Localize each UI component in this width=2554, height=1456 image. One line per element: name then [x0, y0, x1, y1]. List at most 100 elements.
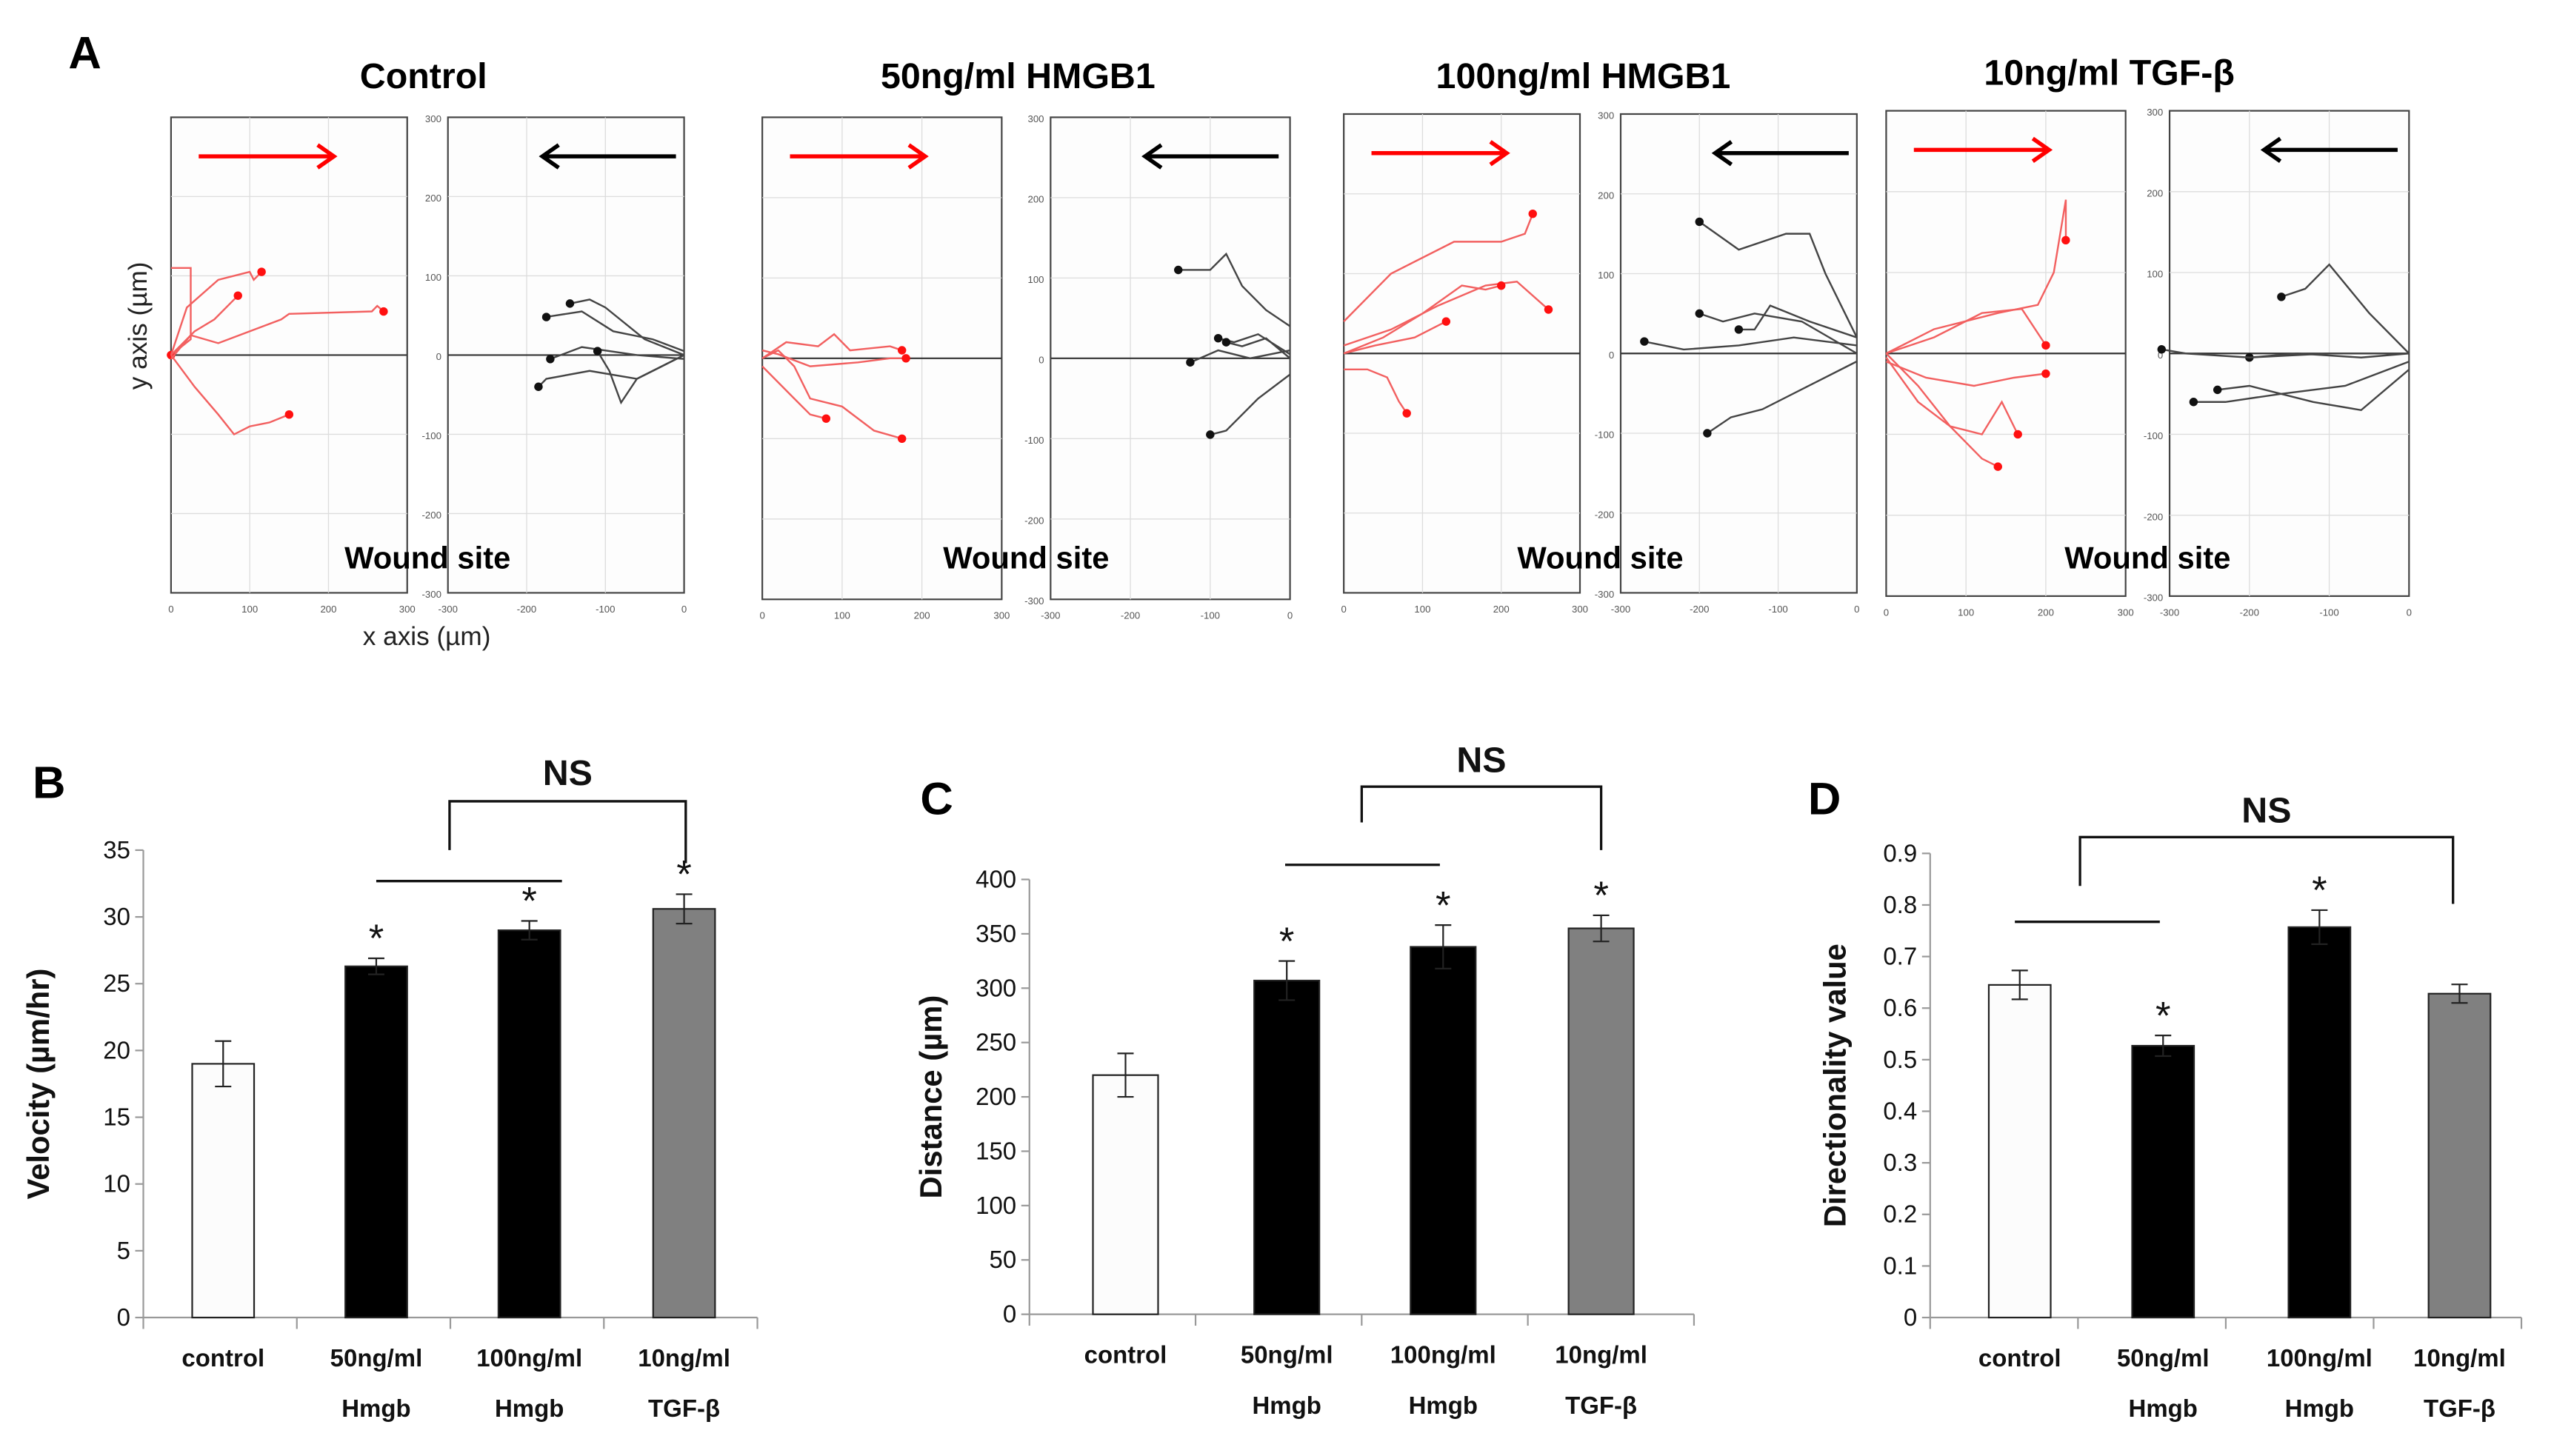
y-tick-label: 0: [436, 351, 441, 362]
x-tick-label: 0: [2407, 607, 2412, 618]
trajectory-plot-right: -300 -200 -100 0 300 200 100 0 -100 -200 -300: [1595, 110, 1860, 615]
category-label-line2: TGF-β: [648, 1395, 720, 1422]
arrow-right-icon: [907, 143, 929, 170]
y-axis-title: Directionality value: [1817, 944, 1852, 1227]
track-endpoint: [2157, 345, 2166, 354]
condition-2: 100ng/ml HMGB1 0 100 200 300 -300 -200 -100 0 300…: [1341, 56, 1859, 615]
category-label-line2: Hmgb: [2129, 1395, 2198, 1422]
y-tick-label: 0: [1003, 1300, 1016, 1328]
y-tick-label: 300: [1028, 113, 1044, 124]
arrow-right-icon: [316, 143, 338, 170]
trajectory-plot-right: -300 -200 -100 0 300 200 100 0 -100 -200 -300: [1024, 113, 1293, 621]
x-tick-label: -200: [2240, 607, 2259, 618]
track-endpoint: [546, 355, 555, 364]
track-endpoint: [541, 313, 551, 321]
y-tick-label: 35: [103, 836, 130, 864]
track-endpoint: [2013, 430, 2022, 439]
wound-site-label: Wound site: [943, 541, 1109, 575]
bar-2: [497, 929, 561, 1319]
arrow-right-icon: [1489, 140, 1510, 167]
cell-track: [1885, 353, 1998, 468]
track-endpoint: [379, 307, 388, 316]
track-endpoint: [233, 291, 242, 300]
x-tick-label: 0: [1884, 607, 1889, 618]
category-label: 50ng/ml: [330, 1344, 423, 1372]
ns-label: NS: [2241, 791, 2291, 831]
bar-2: [2287, 926, 2352, 1319]
cell-track: [1344, 368, 1408, 414]
bar-0: [1092, 1074, 1159, 1315]
condition-3: 10ng/ml TGF-β 0 100 200 300 -300 -200 -100 0 300 2…: [1884, 53, 2412, 618]
significance-asterisk: *: [1593, 874, 1609, 918]
y-tick-label: 200: [976, 1083, 1016, 1110]
category-label: 50ng/ml: [2117, 1344, 2210, 1372]
y-tick-label: 10: [103, 1170, 130, 1198]
cell-track: [1210, 373, 1291, 436]
trajectory-plot-left: 0 100 200 300: [1341, 113, 1588, 615]
track-endpoint: [1528, 209, 1537, 218]
y-axis-title: Velocity (µm/hr): [21, 969, 56, 1200]
track-endpoint: [1441, 317, 1451, 326]
y-tick-label: 200: [1028, 193, 1044, 204]
significance-asterisk: *: [2155, 994, 2171, 1038]
track-endpoint: [1640, 337, 1649, 346]
y-tick-label: 0: [117, 1303, 130, 1331]
x-tick-label: -100: [596, 604, 615, 615]
cell-track: [1886, 307, 2047, 355]
category-label: 100ng/ml: [476, 1344, 582, 1372]
cell-track: [761, 349, 907, 367]
track-endpoint: [1703, 429, 1712, 438]
y-tick-label: 50: [989, 1246, 1016, 1273]
y-tick-label: 100: [1028, 274, 1044, 285]
trajectory-plot-left: 0 100 200 300: [167, 116, 416, 615]
y-tick-label: -200: [2144, 511, 2163, 522]
track-endpoint: [565, 299, 575, 308]
wound-site-label: Wound site: [1517, 541, 1683, 575]
category-label: control: [1084, 1341, 1167, 1369]
x-tick-label: -200: [1121, 610, 1140, 621]
cell-track: [1343, 284, 1502, 355]
category-label: 100ng/ml: [2267, 1344, 2373, 1372]
condition-1: 50ng/ml HMGB1 0 100 200 300 -300 -200 -100 0 300 2…: [759, 56, 1293, 621]
bar-3: [652, 908, 716, 1319]
category-label-line2: TGF-β: [1565, 1392, 1637, 1419]
cell-track: [1644, 336, 1857, 351]
significance-asterisk: *: [676, 853, 692, 897]
category-label-line2: Hmgb: [2285, 1395, 2354, 1422]
cell-track: [761, 349, 903, 440]
y-tick-label: 200: [425, 193, 441, 204]
track-endpoint: [1993, 462, 2002, 471]
distance-chart: C 0 50 100 150 200 250 300 350 400 Distance (µm) co…: [913, 740, 1696, 1419]
ns-bracket: [1360, 785, 1603, 850]
cell-track: [761, 333, 903, 359]
track-endpoint: [593, 347, 602, 355]
y-tick-label: 350: [976, 920, 1016, 947]
x-tick-label: 300: [1572, 604, 1588, 615]
cell-track: [596, 350, 685, 405]
track-endpoint: [284, 410, 294, 419]
x-tick-label: -200: [1690, 604, 1709, 615]
cell-track: [761, 365, 827, 420]
panel-label: B: [33, 758, 65, 809]
y-tick-label: 0.9: [1883, 839, 1917, 866]
category-label: control: [1978, 1344, 2061, 1372]
x-tick-label: -300: [439, 604, 458, 615]
directionality-chart: D 0 0.1 0.2 0.3 0.4 0.5 0.6 0.7 0.8 0.9 Directional…: [1808, 774, 2523, 1422]
category-label: 10ng/ml: [638, 1344, 730, 1372]
x-tick-label: 0: [681, 604, 687, 615]
track-endpoint: [1174, 265, 1183, 275]
x-tick-label: -200: [517, 604, 536, 615]
bar-3: [2427, 992, 2492, 1319]
track-endpoint: [1221, 338, 1231, 347]
significance-asterisk: *: [1436, 884, 1451, 927]
cell-track: [1190, 349, 1290, 364]
track-endpoint: [2041, 341, 2050, 350]
x-tick-label: 100: [834, 610, 850, 621]
cell-track: [1343, 280, 1550, 347]
track-endpoint: [2213, 385, 2222, 395]
y-tick-label: 5: [117, 1237, 130, 1264]
cell-track: [2217, 369, 2410, 412]
y-tick-label: 100: [425, 272, 441, 283]
cell-track: [1698, 221, 1858, 338]
y-tick-label: 0.3: [1883, 1149, 1917, 1176]
